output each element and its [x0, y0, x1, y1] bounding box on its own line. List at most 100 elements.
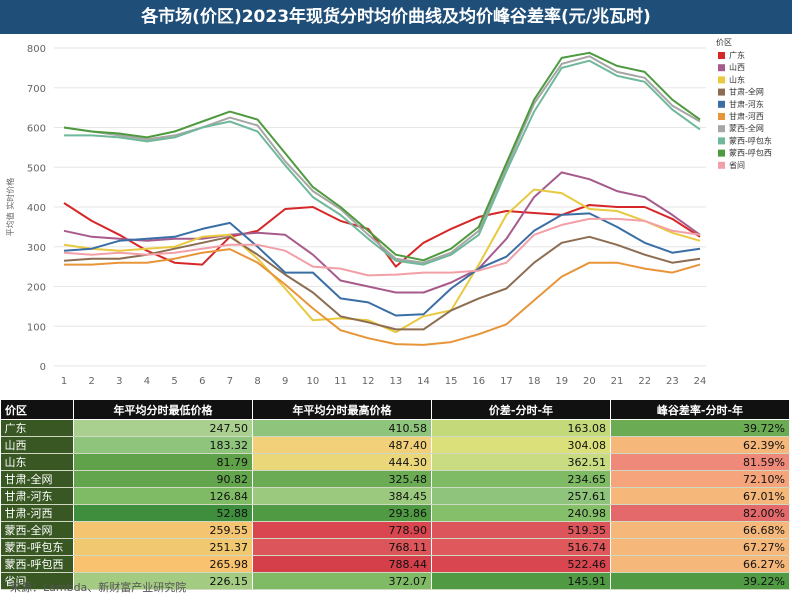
price-table: 价区 年平均分时最低价格 年平均分时最高价格 价差-分时-年 峰谷差率-分时-年…	[0, 399, 790, 590]
header-price-diff: 价差-分时-年	[431, 399, 611, 420]
region-name-cell: 蒙西-呼包西	[0, 555, 74, 573]
region-name-cell: 山东	[0, 453, 74, 471]
legend-label: 蒙西-呼包东	[729, 135, 772, 145]
rate-cell: 66.68%	[610, 521, 790, 539]
max-cell: 410.58	[252, 419, 432, 437]
max-cell: 325.48	[252, 470, 432, 488]
series-line	[63, 217, 701, 277]
rate-cell: 39.22%	[610, 572, 790, 590]
x-tick-label: 6	[199, 376, 205, 387]
header-region: 价区	[0, 399, 74, 420]
rate-cell: 67.01%	[610, 487, 790, 505]
table-row: 山东 81.79 444.30 362.51 81.59%	[0, 453, 790, 471]
legend-swatch	[718, 88, 725, 96]
x-tick-label: 8	[254, 376, 260, 387]
region-name-cell: 甘肃-全网	[0, 470, 74, 488]
x-tick-label: 4	[144, 376, 150, 387]
y-tick-label: 400	[27, 203, 46, 214]
table-row: 甘肃-河东 126.84 384.45 257.61 67.01%	[0, 487, 790, 505]
x-tick-label: 20	[583, 376, 596, 387]
legend-label: 山东	[729, 74, 745, 84]
max-cell: 384.45	[252, 487, 432, 505]
diff-cell: 522.46	[431, 555, 611, 573]
legend-swatch	[718, 100, 725, 108]
rate-cell: 82.00%	[610, 504, 790, 522]
series-line	[63, 55, 701, 264]
min-cell: 251.37	[73, 538, 253, 556]
rate-cell: 39.72%	[610, 419, 790, 437]
x-tick-label: 14	[417, 376, 430, 387]
y-axis-label: 平均值 实时价格	[5, 178, 15, 237]
x-tick-label: 18	[528, 376, 541, 387]
max-cell: 487.40	[252, 436, 432, 454]
rate-cell: 81.59%	[610, 453, 790, 471]
x-tick-label: 24	[694, 376, 707, 387]
x-tick-label: 1	[61, 376, 67, 387]
min-cell: 183.32	[73, 436, 253, 454]
rate-cell: 72.10%	[610, 470, 790, 488]
table-row: 广东 247.50 410.58 163.08 39.72%	[0, 419, 790, 437]
series-line	[63, 212, 701, 317]
y-tick-label: 600	[27, 124, 46, 135]
legend-swatch	[718, 125, 725, 133]
header-min-price: 年平均分时最低价格	[73, 399, 253, 420]
x-tick-label: 21	[611, 376, 624, 387]
region-name-cell: 蒙西-全网	[0, 521, 74, 539]
x-tick-label: 19	[555, 376, 568, 387]
diff-cell: 163.08	[431, 419, 611, 437]
legend-swatch	[718, 161, 725, 169]
x-tick-label: 16	[472, 376, 485, 387]
series-line	[63, 235, 701, 331]
y-tick-label: 800	[27, 44, 46, 55]
legend-label: 省间	[729, 160, 745, 170]
y-tick-label: 200	[27, 283, 46, 294]
diff-cell: 234.65	[431, 470, 611, 488]
diff-cell: 516.74	[431, 538, 611, 556]
x-tick-label: 7	[227, 376, 233, 387]
legend-swatch	[718, 149, 725, 157]
region-name-cell: 甘肃-河东	[0, 487, 74, 505]
x-tick-label: 22	[638, 376, 651, 387]
legend-swatch	[718, 113, 725, 120]
source-note: 来源：Lambda、新财富产业研究院	[10, 581, 187, 594]
min-cell: 126.84	[73, 487, 253, 505]
table-row: 甘肃-全网 90.82 325.48 234.65 72.10%	[0, 470, 790, 488]
x-tick-label: 11	[334, 376, 347, 387]
region-name-cell: 省间	[0, 572, 74, 590]
y-tick-label: 0	[40, 362, 46, 373]
min-cell: 247.50	[73, 419, 253, 437]
legend-label: 甘肃-全网	[729, 87, 764, 97]
x-tick-label: 17	[500, 376, 513, 387]
y-tick-label: 500	[27, 163, 46, 174]
x-tick-label: 9	[282, 376, 288, 387]
diff-cell: 257.61	[431, 487, 611, 505]
max-cell: 444.30	[252, 453, 432, 471]
series-line	[64, 59, 701, 266]
max-cell: 778.90	[252, 521, 432, 539]
table-row: 蒙西-呼包西 265.98 788.44 522.46 66.27%	[0, 555, 790, 573]
legend-title: 价区	[716, 38, 732, 47]
min-cell: 265.98	[73, 555, 253, 573]
x-tick-label: 23	[666, 376, 679, 387]
header-max-price: 年平均分时最高价格	[252, 399, 432, 420]
legend-swatch	[718, 76, 725, 84]
legend-swatch	[718, 52, 725, 59]
x-tick-label: 13	[389, 376, 402, 387]
table-header-row: 价区 年平均分时最低价格 年平均分时最高价格 价差-分时-年 峰谷差率-分时-年	[0, 399, 790, 420]
legend-label: 山西	[729, 62, 745, 72]
diff-cell: 304.08	[431, 436, 611, 454]
legend-label: 甘肃-河东	[729, 99, 764, 109]
header-peak-valley-rate: 峰谷差率-分时-年	[610, 399, 790, 420]
legend-label: 甘肃-河西	[729, 111, 764, 121]
table-row: 省间 226.15 372.07 145.91 39.22%	[0, 572, 790, 590]
series-line	[63, 51, 701, 262]
min-cell: 226.15	[73, 572, 253, 590]
x-tick-label: 10	[307, 376, 320, 387]
max-cell: 372.07	[252, 572, 432, 590]
rate-cell: 67.27%	[610, 538, 790, 556]
y-tick-label: 100	[27, 322, 46, 333]
table-row: 甘肃-河西 52.88 293.86 240.98 82.00%	[0, 504, 790, 522]
rate-cell: 66.27%	[610, 555, 790, 573]
x-tick-label: 3	[116, 376, 122, 387]
